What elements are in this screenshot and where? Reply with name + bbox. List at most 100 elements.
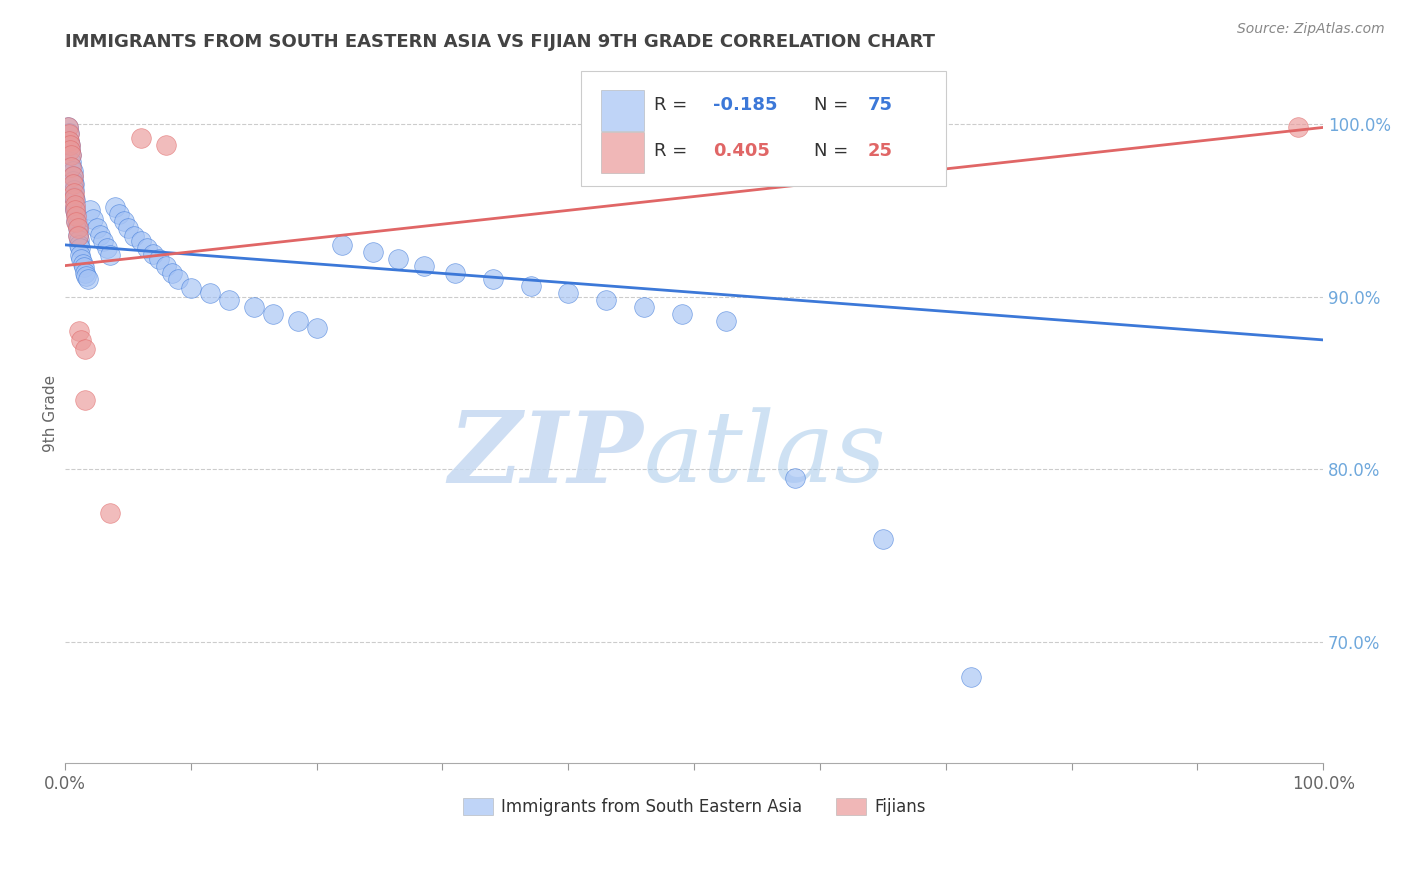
Text: R =: R = (654, 142, 693, 160)
Point (960, 670, 983, 684)
Point (56, 120, 79, 135)
Point (60, 148, 83, 162)
Point (595, 293, 617, 308)
Legend: Immigrants from South Eastern Asia, Fijians: Immigrants from South Eastern Asia, Fiji… (454, 790, 934, 825)
Point (1286, 120, 1309, 135)
Point (305, 320, 328, 334)
Point (67, 238, 90, 252)
Text: 75: 75 (868, 96, 893, 114)
Point (148, 252, 170, 266)
Point (444, 266, 467, 280)
Point (66, 227, 89, 242)
Point (65, 207, 87, 221)
Point (129, 235, 152, 249)
Point (70, 252, 93, 266)
Text: atlas: atlas (644, 408, 887, 503)
Point (60, 148, 83, 162)
Point (167, 272, 190, 286)
Point (62, 174, 84, 188)
Point (69, 248, 91, 262)
Point (82, 211, 104, 226)
Point (75, 268, 97, 283)
Point (287, 314, 309, 328)
Point (65, 209, 87, 223)
Text: N =: N = (814, 142, 853, 160)
Point (66, 217, 89, 231)
Point (412, 259, 434, 273)
Point (63, 178, 86, 192)
Point (60, 155, 83, 169)
Text: Source: ZipAtlas.com: Source: ZipAtlas.com (1237, 22, 1385, 37)
Point (872, 532, 894, 546)
Point (76, 272, 98, 286)
Point (63, 198, 86, 212)
Point (58, 126, 80, 140)
Text: R =: R = (654, 96, 693, 114)
FancyBboxPatch shape (581, 70, 946, 186)
Point (63, 200, 86, 214)
Point (89, 227, 111, 242)
Point (56, 120, 79, 135)
Point (160, 266, 183, 280)
Point (180, 281, 202, 295)
Point (242, 300, 264, 314)
Point (783, 471, 806, 485)
Point (63, 183, 86, 197)
Point (59, 137, 82, 152)
Point (75, 266, 97, 280)
Text: IMMIGRANTS FROM SOUTH EASTERN ASIA VS FIJIAN 9TH GRADE CORRELATION CHART: IMMIGRANTS FROM SOUTH EASTERN ASIA VS FI… (65, 33, 935, 51)
Point (633, 300, 655, 314)
Point (63, 189, 86, 203)
Point (72, 257, 94, 271)
Point (155, 137, 177, 152)
Point (91, 235, 114, 249)
Point (86, 220, 108, 235)
Point (361, 244, 384, 259)
Text: ZIP: ZIP (449, 407, 644, 504)
Point (65, 213, 87, 227)
Point (62, 178, 84, 192)
Point (75, 393, 97, 408)
Point (63, 186, 86, 200)
Point (129, 130, 152, 145)
Point (70, 333, 93, 347)
Point (142, 246, 165, 260)
Point (117, 220, 139, 235)
Point (155, 259, 177, 273)
Point (63, 203, 86, 218)
Point (104, 200, 127, 214)
Point (387, 252, 409, 266)
FancyBboxPatch shape (600, 90, 644, 131)
Point (73, 260, 96, 275)
Point (63, 193, 86, 207)
Point (66, 220, 89, 235)
Point (58, 134, 80, 148)
Point (60, 160, 83, 174)
Point (482, 272, 505, 286)
Point (75, 342, 97, 356)
Point (135, 241, 157, 255)
Point (67, 233, 90, 247)
Point (58, 128, 80, 142)
Point (63, 203, 86, 218)
Point (112, 213, 135, 227)
Point (65, 215, 87, 229)
Point (58, 134, 80, 148)
Point (60, 160, 83, 174)
Point (98, 506, 121, 520)
Point (671, 307, 693, 321)
Point (59, 137, 82, 152)
Point (62, 163, 84, 178)
Text: 25: 25 (868, 142, 893, 160)
Point (519, 279, 541, 293)
Y-axis label: 9th Grade: 9th Grade (44, 375, 58, 452)
Point (218, 293, 240, 308)
Point (96, 241, 118, 255)
Point (62, 169, 84, 183)
Point (59, 143, 82, 157)
Point (66, 229, 89, 244)
Point (98, 248, 121, 262)
Point (79, 203, 101, 218)
Point (67, 324, 90, 338)
Point (557, 286, 579, 301)
